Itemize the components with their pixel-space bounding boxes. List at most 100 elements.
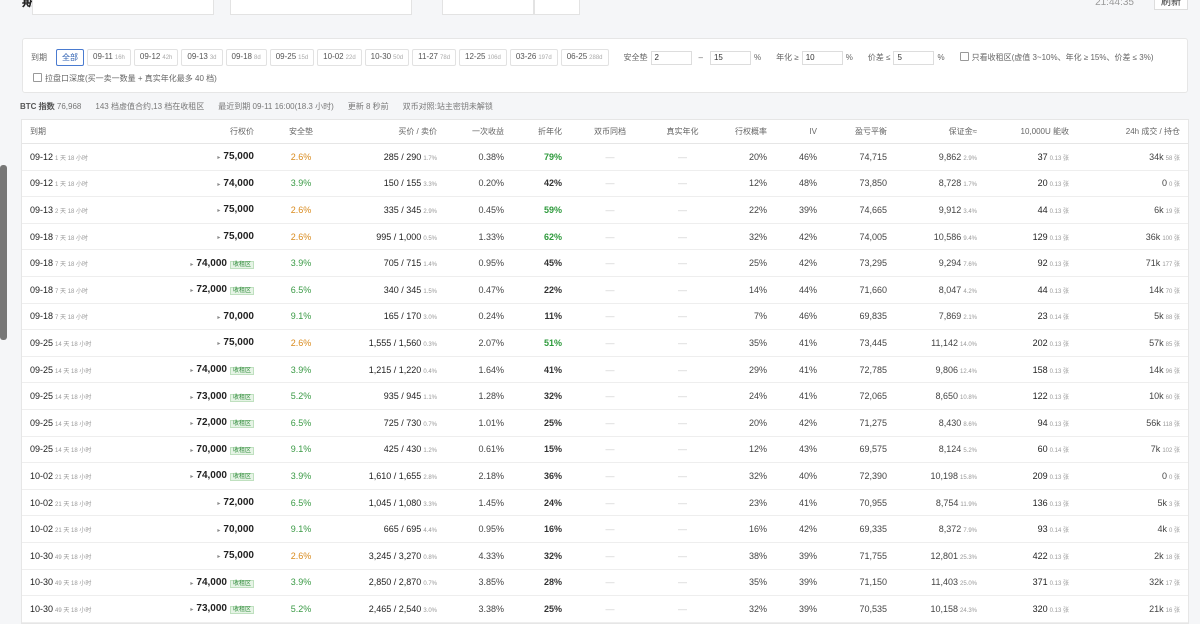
volume: 56k — [1146, 417, 1161, 428]
only-zone[interactable]: 只看收租区(虚值 3~10%、年化 ≥ 15%、价差 ≤ 3%) — [959, 52, 1154, 63]
expiry-chip[interactable]: 09-18 8d — [225, 49, 267, 66]
column-header[interactable]: 24h 成交 / 持仓 — [1077, 120, 1188, 144]
column-header[interactable]: 盈亏平衡 — [825, 120, 895, 144]
expiry-chip[interactable]: 09-13 3d — [181, 49, 223, 66]
margin-pct: 9.4% — [963, 235, 977, 242]
scrollbar[interactable] — [0, 165, 7, 340]
column-header[interactable]: 行权价 — [165, 120, 262, 144]
safety-max[interactable]: 15 — [709, 50, 751, 65]
expiry-chip[interactable]: 10-30 50d — [364, 49, 410, 66]
annual-min[interactable]: 10 — [801, 50, 843, 65]
breakeven: 74,715 — [825, 143, 895, 171]
spread: 0.5% — [423, 235, 437, 242]
input-stub[interactable] — [230, 0, 412, 15]
filter-panel: 到期 全部 09-11 16h 09-12 42h 09-13 3d 09-18 8d 09-25… — [22, 38, 1188, 93]
column-header[interactable]: 行权概率 — [715, 120, 775, 144]
probability: 20% — [715, 143, 775, 171]
depth-toggle[interactable]: 拉盘口深度(买一卖一数量 + 真实年化最多 40 档) — [33, 73, 217, 84]
cell-margin: 9,294 7.6% — [895, 249, 985, 277]
expiry-chip[interactable]: 09-12 42h — [133, 49, 179, 66]
expiry-chip[interactable]: 10-02 22d — [317, 49, 362, 66]
bid-ask: 1,215 / 1,220 — [368, 364, 422, 375]
dual: — — [570, 462, 650, 490]
column-header[interactable]: IV — [775, 120, 825, 144]
receive-lots: 0.14 张 — [1049, 448, 1069, 455]
strike: 74,000 — [196, 576, 227, 588]
real-annual: — — [650, 569, 715, 597]
cell-receive: 158 0.13 张 — [985, 356, 1077, 384]
column-header[interactable]: 10,000U 能收 — [985, 120, 1077, 144]
margin: 8,728 — [938, 178, 962, 189]
bid-ask: 340 / 345 — [383, 284, 422, 295]
column-header[interactable]: 一次收益 — [445, 120, 512, 144]
column-header[interactable]: 折年化 — [512, 120, 570, 144]
expiry-chip[interactable]: 11-27 78d — [412, 49, 457, 66]
breakeven: 73,445 — [825, 329, 895, 357]
cell-margin: 10,586 9.4% — [895, 223, 985, 251]
probability: 22% — [715, 196, 775, 224]
column-header[interactable]: 双币同档 — [570, 120, 650, 144]
column-header[interactable]: 到期 — [22, 120, 165, 144]
cell-receive: 202 0.13 张 — [985, 329, 1077, 357]
column-header[interactable]: 真实年化 — [650, 120, 715, 144]
spread-max[interactable]: 5 — [893, 50, 935, 65]
margin: 8,430 — [938, 417, 962, 428]
chip-sub: 3d — [209, 55, 217, 61]
volume: 7k — [1150, 444, 1161, 455]
input-stub[interactable] — [534, 0, 580, 15]
cell-expiry: 09-13 2 天 18 小时 — [22, 196, 165, 224]
column-header[interactable]: 安全垫 — [262, 120, 340, 144]
probability: 12% — [715, 436, 775, 464]
cell-expiry: 10-30 49 天 18 小时 — [22, 542, 165, 570]
input-stub[interactable] — [442, 0, 534, 15]
safety-min[interactable]: 2 — [650, 50, 692, 65]
column-header[interactable]: 买价 / 卖价 — [340, 120, 445, 144]
probability: 32% — [715, 595, 775, 623]
real-annual: — — [650, 356, 715, 384]
margin-pct: 2.9% — [963, 155, 977, 162]
breakeven: 69,335 — [825, 515, 895, 543]
remaining: 7 天 18 小时 — [55, 288, 89, 295]
input-stub[interactable] — [32, 0, 214, 15]
receive-lots: 0.13 张 — [1049, 182, 1069, 189]
volume: 57k — [1149, 337, 1164, 348]
column-header[interactable]: 保证金≈ — [895, 120, 985, 144]
cell-receive: 94 0.13 张 — [985, 409, 1077, 437]
expiry-chip[interactable]: 09-25 15d — [269, 49, 315, 66]
cell-margin: 8,372 7.9% — [895, 515, 985, 543]
expiry-chip[interactable]: 全部 — [56, 49, 84, 66]
expiry: 10-30 — [30, 550, 54, 561]
expiry-chip[interactable]: 06-25 288d — [560, 49, 609, 66]
annualized: 45% — [512, 249, 570, 277]
annualized: 41% — [512, 356, 570, 384]
receive-lots: 0.13 张 — [1049, 208, 1069, 215]
annualized: 36% — [512, 462, 570, 490]
receive: 94 — [1037, 417, 1048, 428]
chip-date: 10-02 — [323, 52, 344, 61]
cell-bid-ask: 3,245 / 3,270 0.8% — [340, 542, 445, 570]
expiry-chip[interactable]: 03-26 197d — [509, 49, 558, 66]
expiry-chip[interactable]: 09-11 16h — [87, 49, 131, 66]
expiry-chip[interactable]: 12-25 106d — [459, 49, 507, 66]
cell-receive: 320 0.13 张 — [985, 595, 1077, 623]
refresh-button[interactable]: 刷新 — [1154, 0, 1188, 10]
